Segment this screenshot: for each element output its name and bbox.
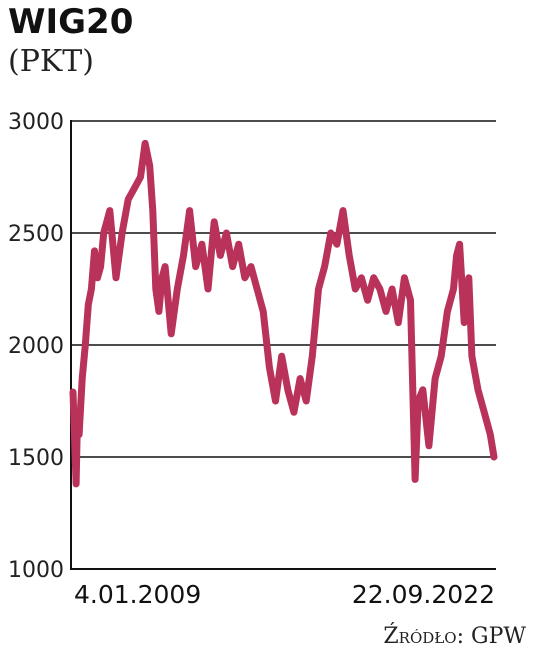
- x-start-label: 4.01.2009: [74, 580, 201, 609]
- gridlines: [71, 120, 496, 570]
- y-tick-label: 1500: [8, 446, 64, 471]
- y-unit-label: (PKT): [8, 44, 95, 79]
- x-end-label: 22.09.2022: [352, 580, 495, 609]
- y-tick-label: 2500: [8, 222, 64, 247]
- chart-title: WIG20: [8, 2, 134, 42]
- y-tick-label: 2000: [8, 334, 64, 359]
- y-tick-label: 1000: [8, 558, 64, 583]
- y-tick-labels: 3000 2500 2000 1500 1000: [8, 110, 64, 583]
- wig20-series-line: [69, 139, 498, 488]
- y-tick-label: 3000: [8, 110, 64, 135]
- source-note: Źródło: GPW: [383, 624, 526, 649]
